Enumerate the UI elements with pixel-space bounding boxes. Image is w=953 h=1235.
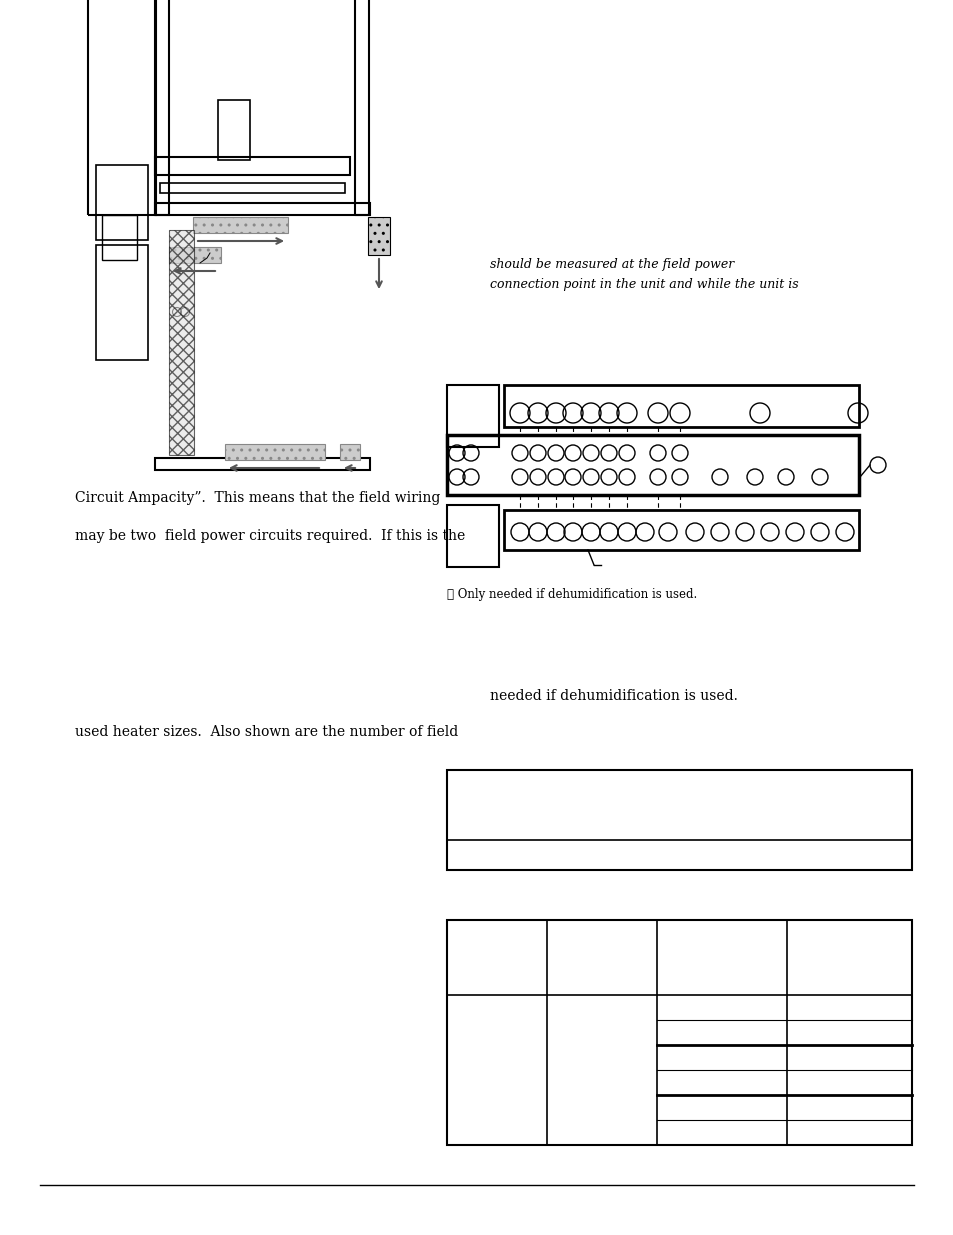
Text: used heater sizes.  Also shown are the number of field: used heater sizes. Also shown are the nu…	[75, 725, 457, 739]
Bar	[339, 445, 359, 459]
Bar	[503, 385, 858, 427]
Bar	[225, 445, 325, 459]
Bar	[160, 183, 345, 193]
Text: Circuit Ampacity”.  This means that the field wiring: Circuit Ampacity”. This means that the f…	[75, 492, 440, 505]
Bar	[169, 230, 193, 454]
Bar	[503, 510, 858, 550]
Bar	[355, 0, 369, 215]
Bar	[154, 0, 169, 215]
Bar	[447, 435, 858, 495]
Bar	[154, 203, 370, 215]
Bar	[447, 920, 911, 1145]
Text: may be two  field power circuits required.  If this is the: may be two field power circuits required…	[75, 529, 465, 543]
Bar	[218, 100, 250, 161]
Bar	[102, 215, 137, 261]
Bar	[447, 505, 498, 567]
Bar	[169, 247, 221, 263]
Bar	[88, 0, 156, 215]
Bar	[96, 245, 148, 359]
Text: needed if dehumidification is used.: needed if dehumidification is used.	[490, 689, 737, 703]
Bar	[154, 458, 370, 471]
Text: should be measured at the field power: should be measured at the field power	[490, 258, 734, 270]
Bar	[193, 217, 288, 233]
Bar	[368, 217, 390, 254]
Bar	[447, 385, 498, 447]
Bar	[447, 769, 911, 869]
Bar	[154, 157, 350, 175]
Text: connection point in the unit and while the unit is: connection point in the unit and while t…	[490, 278, 798, 291]
Bar	[96, 165, 148, 240]
Text: ① Only needed if dehumidification is used.: ① Only needed if dehumidification is use…	[447, 588, 697, 601]
